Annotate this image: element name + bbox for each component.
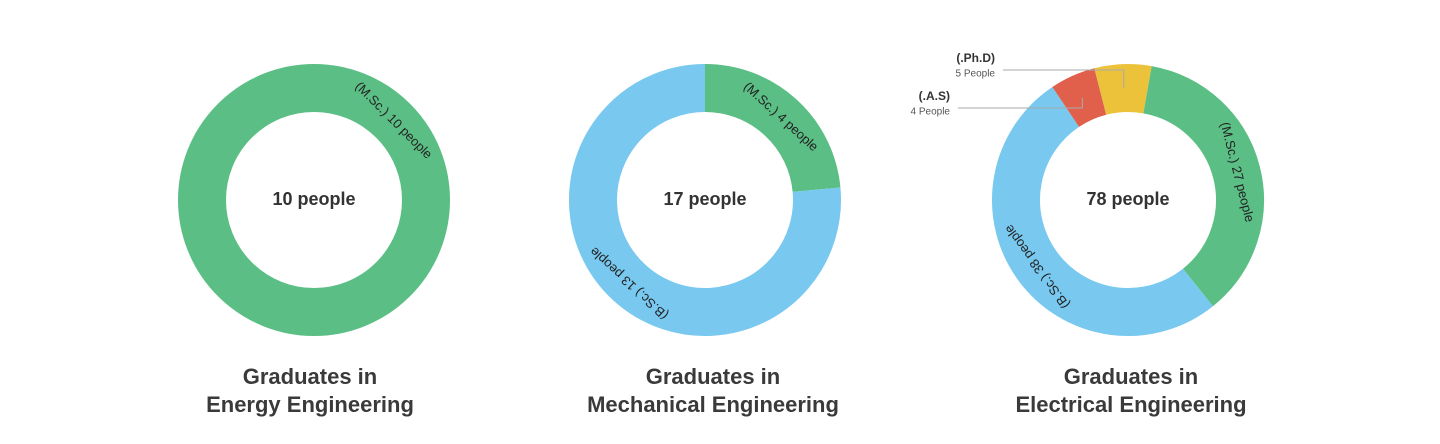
- donut-slice: [1052, 68, 1107, 128]
- category-label: (.Ph.D): [956, 51, 995, 65]
- center-label: 10 people: [272, 189, 355, 209]
- chart-title: Graduates in: [646, 364, 780, 389]
- value-label: 5 People: [956, 69, 996, 80]
- chart-title: Energy Engineering: [206, 392, 414, 417]
- donut-slice: [178, 64, 450, 336]
- donut-slice: [704, 64, 841, 193]
- chart-title: Electrical Engineering: [1015, 392, 1246, 417]
- leader-line: [958, 97, 1083, 109]
- chart-title: Graduates in: [1064, 364, 1198, 389]
- chart-title: Mechanical Engineering: [587, 392, 839, 417]
- value-label: 4 People: [911, 107, 951, 118]
- donut-slice: [1094, 64, 1152, 115]
- center-label: 78 people: [1086, 189, 1169, 209]
- donut-slice: [569, 64, 841, 336]
- chart-title: Graduates in: [243, 364, 377, 389]
- donut-slice: [1142, 66, 1264, 307]
- donut-slice: [992, 86, 1213, 336]
- category-label: (.A.S): [919, 89, 950, 103]
- leader-line: [1003, 69, 1125, 89]
- center-label: 17 people: [663, 189, 746, 209]
